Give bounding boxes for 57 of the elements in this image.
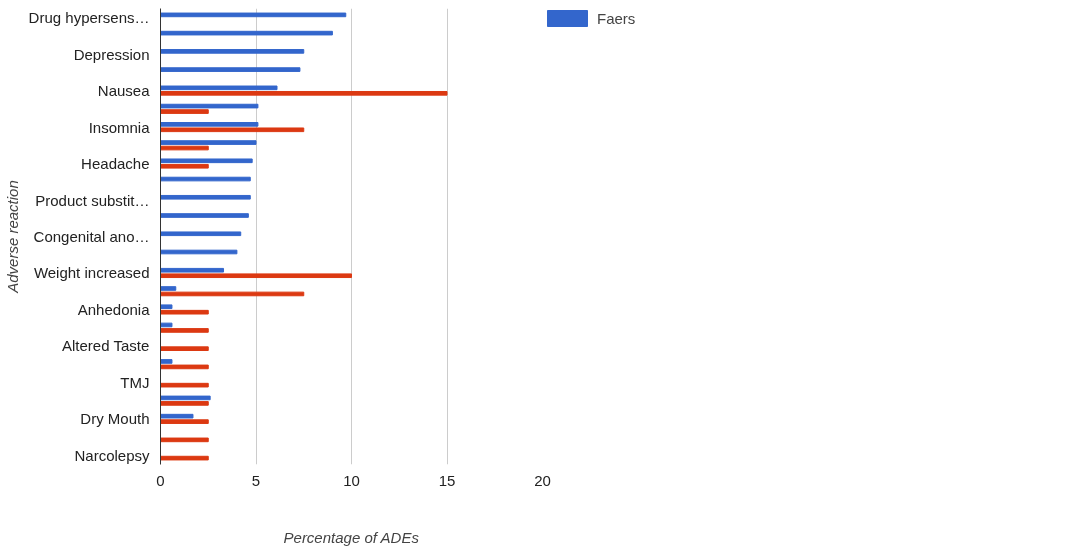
- bar: [160, 346, 209, 351]
- bar: [160, 395, 211, 401]
- y-tick-label: Narcolepsy: [74, 446, 150, 464]
- x-tick-label: 20: [534, 471, 551, 489]
- bar: [160, 90, 448, 96]
- bar: [160, 328, 209, 333]
- y-axis-title: Adverse reaction: [3, 180, 21, 294]
- bar: [160, 364, 209, 370]
- legend-label: Faers: [597, 9, 636, 27]
- y-tick-label: Insomnia: [88, 118, 151, 136]
- x-tick-label: 15: [438, 471, 456, 489]
- bar: [160, 359, 173, 364]
- bar: [160, 103, 259, 109]
- bar: [160, 286, 177, 291]
- y-tick-label: Headache: [81, 155, 150, 173]
- y-tick-label: Depression: [73, 45, 150, 63]
- bar: [160, 322, 173, 328]
- y-tick-label: Drug hypersens…: [28, 9, 150, 27]
- bar: [160, 140, 257, 145]
- bar: [160, 109, 209, 114]
- bar: [160, 12, 347, 18]
- bar: [160, 231, 242, 237]
- bar: [160, 176, 251, 182]
- bar: [160, 30, 333, 36]
- bar: [160, 437, 209, 443]
- bar: [160, 163, 209, 169]
- bar: [160, 304, 173, 310]
- y-tick-label: TMJ: [120, 373, 150, 391]
- bar: [160, 413, 194, 419]
- y-tick-label: Product substit…: [35, 191, 150, 209]
- y-tick-label: Anhedonia: [77, 300, 151, 318]
- bar: [160, 49, 305, 54]
- x-axis-title: Percentage of ADEs: [283, 528, 420, 546]
- bar: [160, 382, 209, 388]
- bar: [160, 213, 249, 218]
- y-tick-label: Altered Taste: [61, 337, 150, 355]
- bar: [160, 291, 305, 297]
- bar: [160, 158, 253, 164]
- y-tick-label: Nausea: [97, 82, 151, 100]
- bar: [160, 267, 225, 273]
- bar: [160, 145, 209, 151]
- bar: [160, 455, 209, 461]
- bar: [160, 127, 305, 133]
- bar: [160, 419, 209, 424]
- x-tick-label: 10: [343, 471, 360, 489]
- bar: [160, 309, 209, 315]
- x-tick-label: 5: [251, 471, 261, 489]
- x-tick-label: 0: [156, 471, 165, 489]
- y-tick-label: Dry Mouth: [80, 410, 150, 428]
- bar: [160, 85, 278, 91]
- bar: [160, 67, 301, 72]
- bar: [160, 273, 352, 279]
- bar: [160, 401, 209, 406]
- y-tick-label: Congenital ano…: [33, 228, 150, 245]
- bar: [160, 194, 251, 200]
- bar: [160, 122, 259, 127]
- y-tick-label: Weight increased: [33, 264, 150, 282]
